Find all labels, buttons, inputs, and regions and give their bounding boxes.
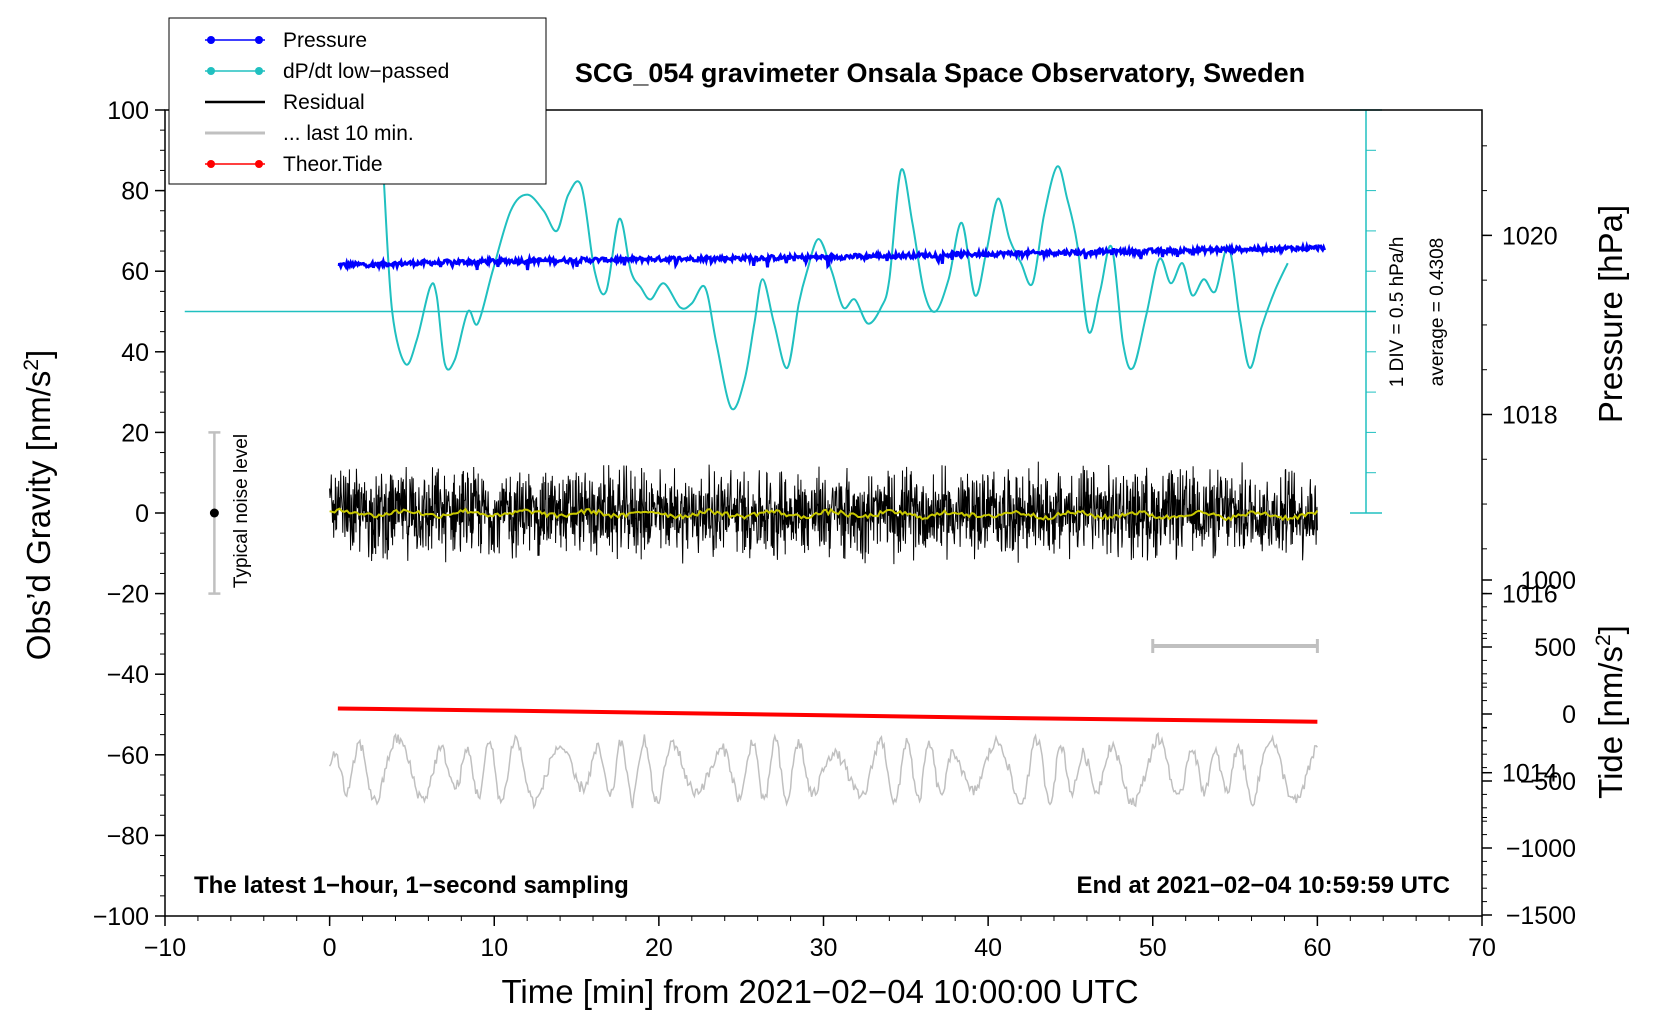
pressure-tick-label: 1016 [1502,581,1558,609]
tide-tick-label: 500 [1534,634,1576,662]
tide-tick-label: −500 [1520,768,1576,796]
legend-label: Residual [283,91,365,114]
y-left-tick-label: 60 [121,258,149,286]
x-tick-label: 20 [645,934,673,962]
legend-label: dP/dt low−passed [283,60,449,83]
y-right-tide-label: Tide [nm/s2] [1592,625,1629,799]
tide-tick-label: 0 [1562,701,1576,729]
legend-label: Theor.Tide [283,153,383,176]
x-tick-label: 30 [810,934,838,962]
legend-marker [207,160,215,168]
x-tick-label: 40 [974,934,1002,962]
residual-series-line [329,461,1318,565]
y-left-axis-label: Obs’d Gravity [nm/s2] [20,350,57,661]
y-left-tick-label: 40 [121,339,149,367]
x-tick-label: −10 [144,934,186,962]
tide-series-line [337,706,1318,724]
x-tick-label: 70 [1468,934,1496,962]
end-time-note: End at 2021−02−04 10:59:59 UTC [1076,872,1450,899]
y-left-tick-label: −20 [107,581,149,609]
dpdt-series-line [382,165,1289,411]
noise-level-label: Typical noise level [231,434,252,588]
y-left-tick-label: −60 [107,742,149,770]
x-axis-ticks: −10 0 10 20 30 40 50 60 70 [144,916,1496,962]
x-tick-label: 60 [1303,934,1331,962]
x-tick-label: 10 [480,934,508,962]
average-label: average = 0.4308 [1427,238,1448,386]
y-left-axis-ticks: −100 −80 −60 −40 −20 0 20 40 60 80 100 [93,97,165,931]
y-right-axis-ticks: 1014 1016 1018 1020 −1500 −1000 −500 0 500 1000 [1482,145,1576,930]
pressure-tick-label: 1020 [1502,222,1558,250]
legend-marker [255,67,263,75]
data-layer [184,109,1382,810]
legend-marker [255,160,263,168]
pressure-tick-label: 1014 [1502,760,1558,788]
legend-label: ... last 10 min. [283,122,414,145]
tide-tick-label: −1000 [1506,835,1576,863]
sampling-note: The latest 1−hour, 1−second sampling [194,872,629,899]
tide-tick-label: 1000 [1520,567,1576,595]
y-left-tick-label: 100 [107,97,149,125]
y-left-tick-label: 0 [135,500,149,528]
last10-series-line [328,731,1318,810]
legend-label: Pressure [283,29,367,52]
pressure-series-line [337,240,1327,273]
x-tick-label: 50 [1139,934,1167,962]
x-axis-label: Time [min] from 2021−02−04 10:00:00 UTC [501,973,1138,1010]
div-scale-label: 1 DIV = 0.5 hPa/h [1387,237,1408,388]
y-left-tick-label: 20 [121,419,149,447]
y-right-pressure-label: Pressure [hPa] [1592,205,1629,423]
x-tick-label: 0 [323,934,337,962]
y-left-tick-label: −40 [107,661,149,689]
y-left-tick-label: −80 [107,822,149,850]
residual-smoothed-line [329,507,1319,522]
legend-marker [207,36,215,44]
chart-title: SCG_054 gravimeter Onsala Space Observat… [575,58,1305,88]
legend-marker [207,67,215,75]
tide-tick-label: −1500 [1506,902,1576,930]
y-left-tick-label: 80 [121,178,149,206]
noise-bar-dot [209,508,219,518]
legend: Pressure dP/dt low−passed Residual ... last… [168,17,547,185]
legend-marker [255,36,263,44]
pressure-tick-label: 1018 [1502,401,1558,429]
y-left-tick-label: −100 [93,903,149,931]
